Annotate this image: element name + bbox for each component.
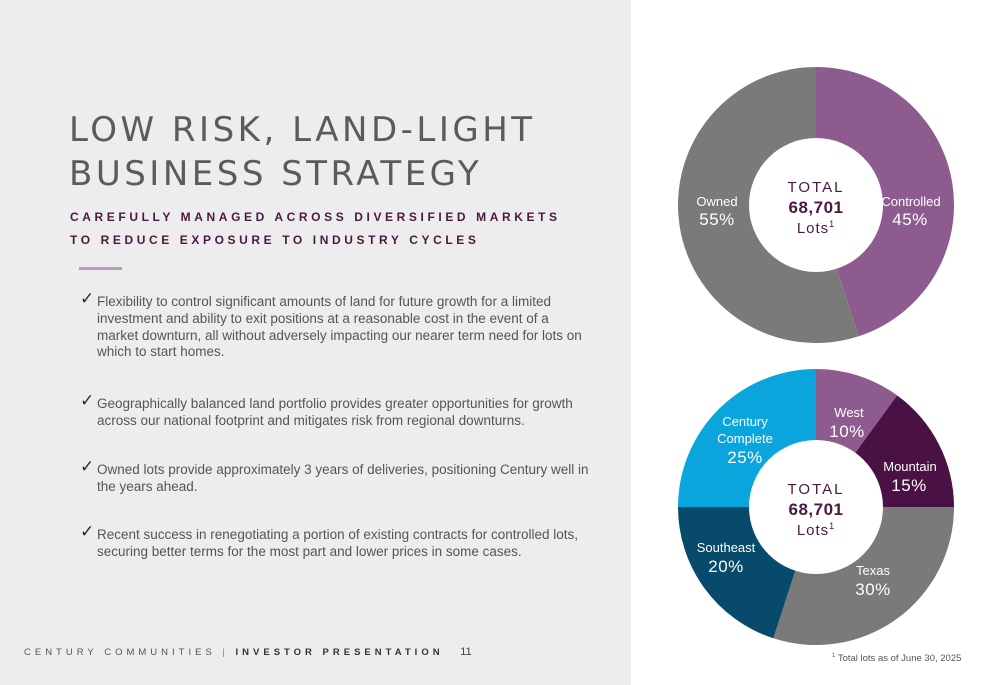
slice-label: Century	[722, 414, 768, 429]
slice-value-label: 55%	[699, 210, 735, 229]
donut-slice-controlled	[816, 67, 955, 337]
center-total-label: TOTAL	[788, 481, 845, 498]
footer-company: CENTURY COMMUNITIES	[24, 647, 216, 658]
footer: CENTURY COMMUNITIES | INVESTOR PRESENTAT…	[24, 646, 472, 658]
slice-label: West	[834, 405, 864, 420]
slice-value-label: 45%	[892, 210, 928, 229]
slice-value-label: 25%	[727, 448, 763, 467]
checkmark-icon: ✓	[80, 456, 95, 477]
list-item: ✓ Geographically balanced land portfolio…	[80, 391, 590, 430]
footer-presentation: INVESTOR PRESENTATION	[235, 647, 444, 658]
page-subtitle: CAREFULLY MANAGED ACROSS DIVERSIFIED MAR…	[70, 206, 561, 252]
checkmark-icon: ✓	[80, 289, 95, 309]
list-item: ✓ Recent success in renegotiating a port…	[80, 522, 590, 561]
footnote-marker: 1	[829, 521, 835, 531]
center-total-label: TOTAL	[788, 179, 845, 196]
slice-label: Controlled	[881, 194, 940, 209]
left-panel	[0, 0, 631, 685]
slice-label: Owned	[696, 194, 737, 209]
bullet-text: Geographically balanced land portfolio p…	[97, 396, 573, 428]
bullet-text: Owned lots provide approximately 3 years…	[97, 461, 589, 494]
subtitle-line: CAREFULLY MANAGED ACROSS DIVERSIFIED MAR…	[70, 210, 561, 224]
accent-divider	[79, 267, 122, 270]
page-number: 11	[460, 646, 472, 658]
donut-hole	[749, 138, 883, 272]
slice-value-label: 10%	[829, 422, 865, 441]
slice-value-label: 30%	[855, 580, 891, 599]
slice-label: Complete	[717, 431, 773, 446]
checkmark-icon: ✓	[80, 391, 95, 412]
checkmark-icon: ✓	[80, 522, 95, 543]
footnote: 1 Total lots as of June 30, 2025	[832, 653, 961, 664]
bullet-text: Flexibility to control significant amoun…	[97, 294, 582, 360]
donut-hole	[749, 440, 883, 574]
center-total-value: 68,701	[789, 500, 844, 519]
slice-label: Texas	[856, 563, 890, 578]
footer-separator: |	[222, 647, 229, 658]
center-total-value: 68,701	[789, 198, 844, 217]
footnote-marker: 1	[829, 219, 835, 229]
list-item: ✓ Flexibility to control significant amo…	[80, 289, 590, 361]
page-title: LOW RISK, LAND-LIGHT BUSINESS STRATEGY	[69, 108, 536, 196]
slice-value-label: 15%	[891, 476, 927, 495]
center-total-unit: Lots1	[797, 521, 835, 539]
list-item: ✓ Owned lots provide approximately 3 yea…	[80, 456, 590, 496]
slice-value-label: 20%	[708, 557, 744, 576]
region-donut-chart: West 10% Mountain 15% Texas 30% Southeast 20% Ce…	[677, 369, 954, 646]
slice-label: Southeast	[697, 540, 756, 555]
footnote-text: Total lots as of June 30, 2025	[837, 653, 962, 665]
bullet-list: ✓ Flexibility to control significant amo…	[80, 289, 590, 561]
slice-label: Mountain	[883, 459, 936, 474]
footnote-marker: 1	[832, 653, 836, 659]
title-line: LOW RISK, LAND-LIGHT	[69, 110, 536, 150]
center-total-unit: Lots1	[797, 219, 835, 237]
title-line: BUSINESS STRATEGY	[69, 154, 483, 194]
subtitle-line: TO REDUCE EXPOSURE TO INDUSTRY CYCLES	[70, 233, 480, 247]
bullet-text: Recent success in renegotiating a portio…	[97, 527, 579, 560]
